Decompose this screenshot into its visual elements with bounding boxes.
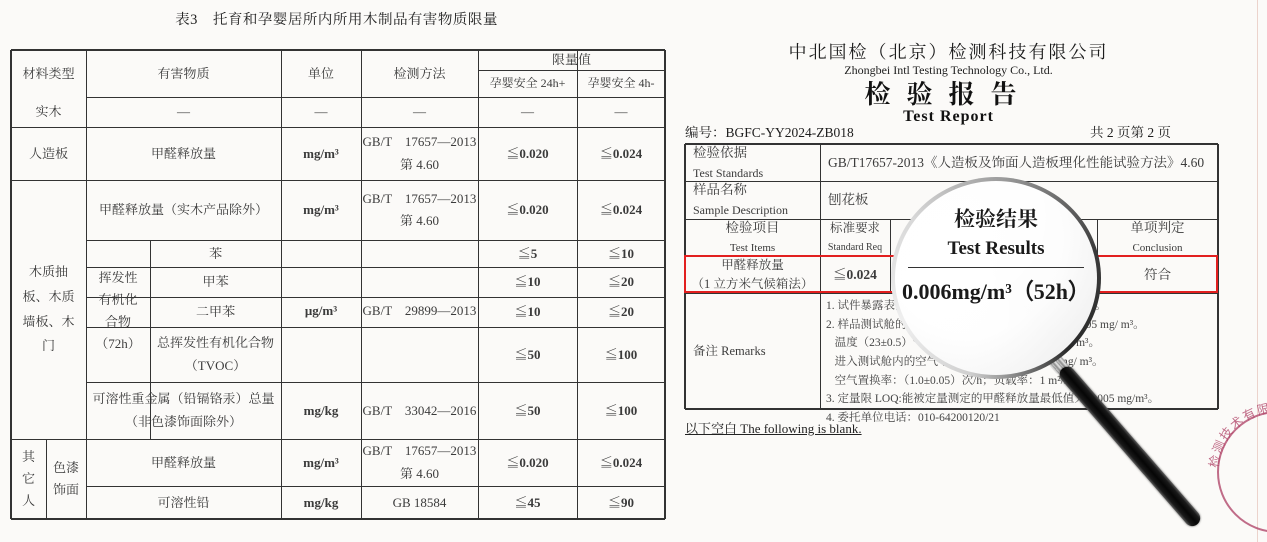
svg-text:检测技术有限公司盖章专用: 检测技术有限公司盖章专用 (1206, 401, 1267, 469)
